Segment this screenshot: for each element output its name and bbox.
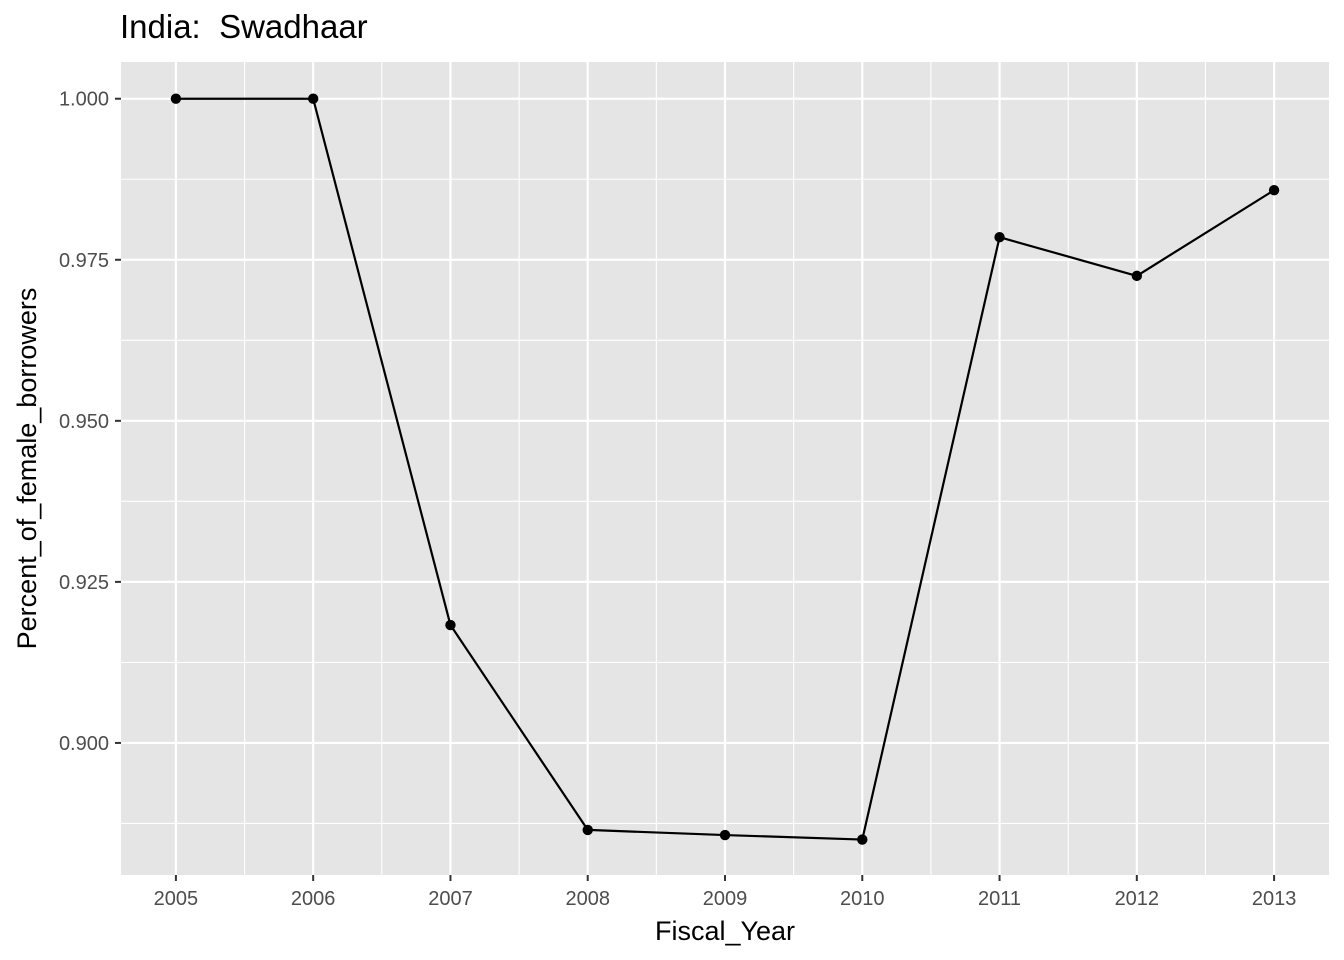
series-layer	[170, 93, 1280, 845]
data-point	[582, 824, 593, 836]
x-tick-label: 2012	[1115, 888, 1160, 910]
x-tick-label: 2011	[978, 888, 1021, 910]
data-point	[170, 93, 182, 104]
data-point	[1131, 270, 1143, 282]
y-tick-label: 1.000	[59, 89, 109, 111]
data-point	[1268, 184, 1280, 196]
data-point	[994, 232, 1005, 243]
data-point	[445, 619, 456, 631]
data-point	[307, 93, 319, 104]
y-axis-title: Percent_of_female_borrowers	[12, 288, 42, 650]
x-tick-label: 2009	[703, 888, 748, 910]
y-axis-ticks: 0.900 0.925 0.950 0.975 1.000	[59, 89, 121, 755]
y-tick-label: 0.950	[59, 411, 109, 433]
x-tick-label: 2008	[565, 888, 610, 910]
x-tick-label: 2010	[840, 888, 885, 910]
y-tick-label: 0.925	[59, 572, 109, 594]
y-tick-label: 0.900	[59, 733, 109, 755]
chart-title: India: Swadhaar	[120, 8, 368, 45]
x-tick-label: 2005	[154, 888, 199, 910]
data-point	[719, 829, 731, 841]
x-tick-label: 2006	[291, 888, 336, 910]
x-axis-ticks: 2005 2006 2007 2008 2009 2010 2011 2012 2013	[154, 875, 1297, 910]
x-axis-title: Fiscal_Year	[655, 916, 795, 946]
data-point	[857, 834, 868, 845]
x-tick-label: 2013	[1252, 888, 1297, 910]
x-tick-label: 2007	[428, 888, 473, 910]
y-tick-label: 0.975	[59, 250, 109, 272]
major-grid	[121, 62, 1329, 875]
